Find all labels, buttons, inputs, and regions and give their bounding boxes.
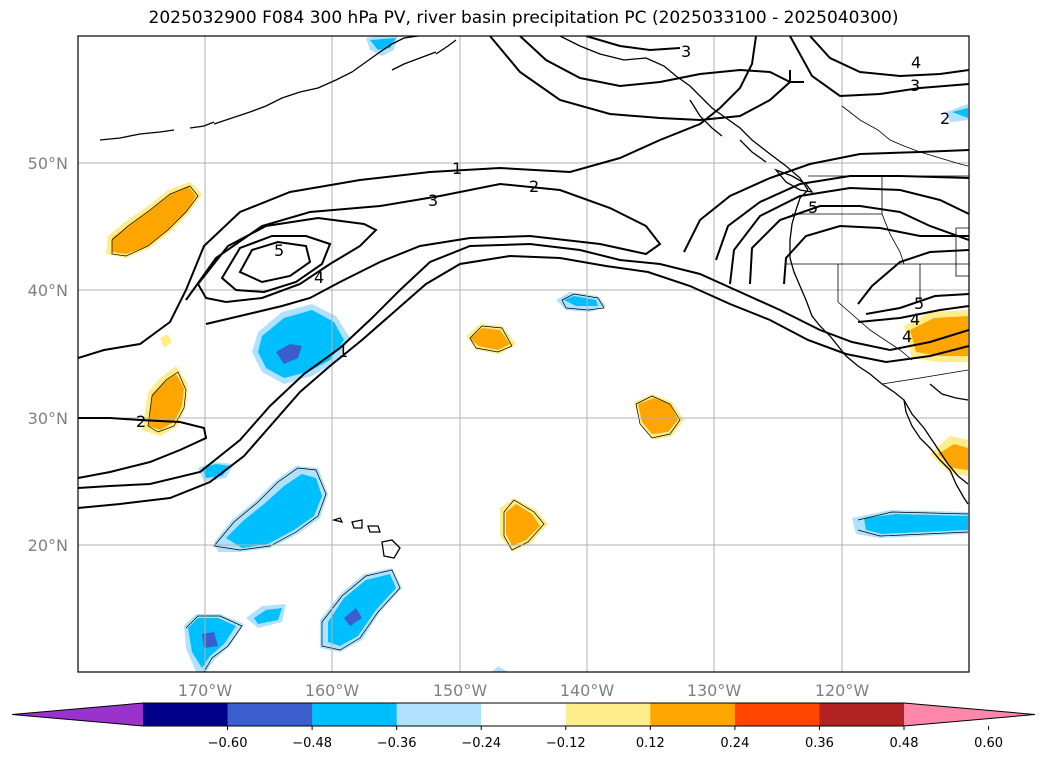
colorbar-swatch: [734, 703, 820, 726]
pv-label: 2: [136, 412, 146, 431]
colorbar-tick-label: 0.24: [720, 736, 749, 751]
lat-label-40n: 40°N: [28, 281, 68, 300]
colorbar-tick-label: 0.12: [636, 736, 665, 751]
colorbar-tick-label: −0.24: [461, 736, 501, 751]
longitude-labels: 170°W 160°W 150°W 140°W 130°W 120°W: [178, 681, 870, 700]
precipitation-outlines: [111, 185, 969, 672]
pv-label: 4: [911, 53, 921, 72]
map-title: 2025032900 F084 300 hPa PV, river basin …: [148, 8, 899, 28]
pv-label: 4: [902, 327, 912, 346]
pv-label: 2: [529, 177, 539, 196]
pv-label: 3: [910, 76, 920, 95]
lon-label-140w: 140°W: [560, 681, 615, 700]
colorbar-swatch: [312, 703, 398, 726]
pv-label: 3: [428, 191, 438, 210]
lat-label-30n: 30°N: [28, 409, 68, 428]
pv-label: 1: [338, 342, 348, 361]
lat-label-50n: 50°N: [28, 154, 68, 173]
colorbar: −0.60 −0.48 −0.36 −0.24 −0.12 0.12 0.24 0.36 0.4…: [11, 702, 1036, 751]
pv-contours: [78, 36, 969, 509]
colorbar-tick-label: −0.12: [546, 736, 586, 751]
pv-label: 1: [452, 159, 462, 178]
colorbar-outline: [11, 702, 1036, 727]
pv-label: 5: [808, 198, 818, 217]
colorbar-tick-label: 0.36: [805, 736, 834, 751]
colorbar-tick-label: 0.48: [890, 736, 919, 751]
colorbar-swatch: [481, 703, 567, 726]
colorbar-swatch: [143, 703, 229, 726]
pv-label: 4: [314, 268, 324, 287]
colorbar-swatch: [396, 703, 482, 726]
colorbar-swatch: [650, 703, 736, 726]
pv-label: 5: [914, 294, 924, 313]
colorbar-extend-high: [904, 703, 1035, 726]
pv-label: 4: [910, 310, 920, 329]
lon-label-150w: 150°W: [433, 681, 488, 700]
colorbar-tick-label: −0.48: [292, 736, 332, 751]
map-background: [78, 36, 969, 672]
lat-label-20n: 20°N: [28, 536, 68, 555]
pv-contour-labels: 1 2 3 4 5 1 2 3 4 5 2 3 4 5 4: [136, 42, 950, 431]
colorbar-swatch: [819, 703, 905, 726]
colorbar-tick-label: −0.36: [377, 736, 417, 751]
lon-label-170w: 170°W: [178, 681, 233, 700]
pv-label: 3: [681, 42, 691, 61]
gridlines: [78, 36, 969, 672]
lon-label-130w: 130°W: [687, 681, 742, 700]
lon-label-160w: 160°W: [305, 681, 360, 700]
colorbar-swatch: [227, 703, 313, 726]
lon-label-120w: 120°W: [815, 681, 870, 700]
pv-label: 5: [274, 241, 284, 260]
coastlines: [99, 36, 969, 559]
pv-label: 2: [940, 109, 950, 128]
map-frame: [77, 35, 970, 673]
colorbar-tick-label: 0.60: [974, 736, 1003, 751]
colorbar-swatch: [565, 703, 651, 726]
latitude-labels: 50°N 40°N 30°N 20°N: [28, 154, 68, 555]
colorbar-extend-low: [12, 703, 143, 726]
colorbar-tick-label: −0.60: [208, 736, 248, 751]
